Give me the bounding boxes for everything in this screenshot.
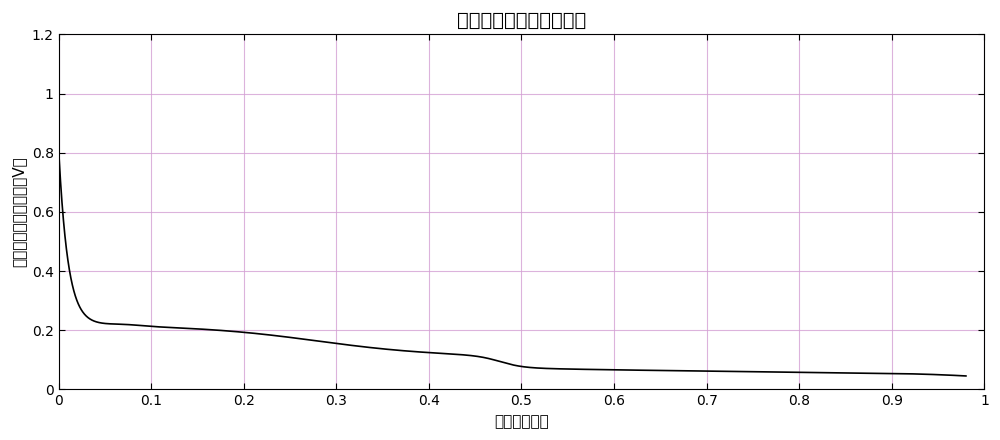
X-axis label: 锋离子嵌锋率: 锋离子嵌锋率 [494, 414, 549, 429]
Y-axis label: 石墨材料的开路电势（V）: 石墨材料的开路电势（V） [11, 157, 26, 268]
Title: 石墨材料的开路电势曲线: 石墨材料的开路电势曲线 [457, 11, 586, 30]
